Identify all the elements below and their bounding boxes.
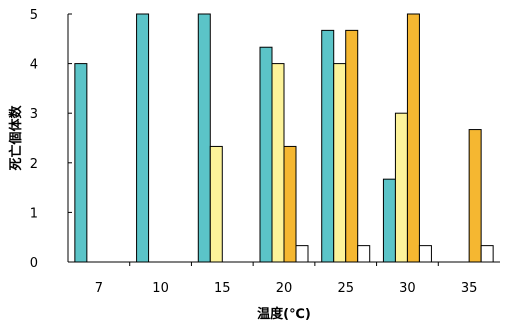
- x-tick-label: 20: [276, 281, 293, 296]
- bar-10-s1: [136, 13, 150, 263]
- bar-7-s1: [74, 63, 88, 263]
- bar-30-s2: [394, 112, 408, 263]
- bar-25-s4: [357, 245, 371, 263]
- x-tick-label: 30: [399, 281, 416, 296]
- x-ticks: 7 10 15 20 25 30 35: [95, 262, 478, 296]
- bar-30-s3: [406, 13, 420, 263]
- bar-20-s2: [271, 63, 285, 263]
- bar-35-s4: [480, 245, 494, 263]
- x-tick-label: 15: [214, 281, 231, 296]
- y-tick-label: 2: [30, 157, 38, 172]
- bar-30-s1: [382, 178, 396, 263]
- x-tick-label: 35: [461, 281, 478, 296]
- y-ticks: 0 1 2 3 4 5: [30, 8, 72, 271]
- bar-15-s2: [209, 145, 223, 263]
- bars-layer: [74, 13, 494, 263]
- bar-15-s1: [197, 13, 211, 263]
- y-tick-label: 3: [30, 107, 38, 122]
- bar-25-s1: [321, 29, 335, 263]
- x-tick-label: 10: [152, 281, 169, 296]
- y-axis-title: 死亡個体数: [8, 105, 24, 171]
- x-axis-title: 温度(℃): [257, 306, 311, 322]
- y-tick-label: 4: [30, 58, 38, 73]
- y-tick-label: 1: [30, 206, 38, 221]
- y-tick-label: 5: [30, 8, 38, 23]
- bar-20-s1: [259, 46, 273, 263]
- bar-20-s4: [295, 245, 309, 263]
- x-tick-label: 25: [337, 281, 354, 296]
- y-tick-label: 0: [30, 256, 38, 271]
- bar-30-s4: [418, 245, 432, 263]
- bar-25-s2: [333, 63, 347, 263]
- bar-35-s3: [468, 129, 482, 263]
- x-tick-label: 7: [95, 281, 103, 296]
- bar-20-s3: [283, 145, 297, 263]
- bar-25-s3: [345, 29, 359, 263]
